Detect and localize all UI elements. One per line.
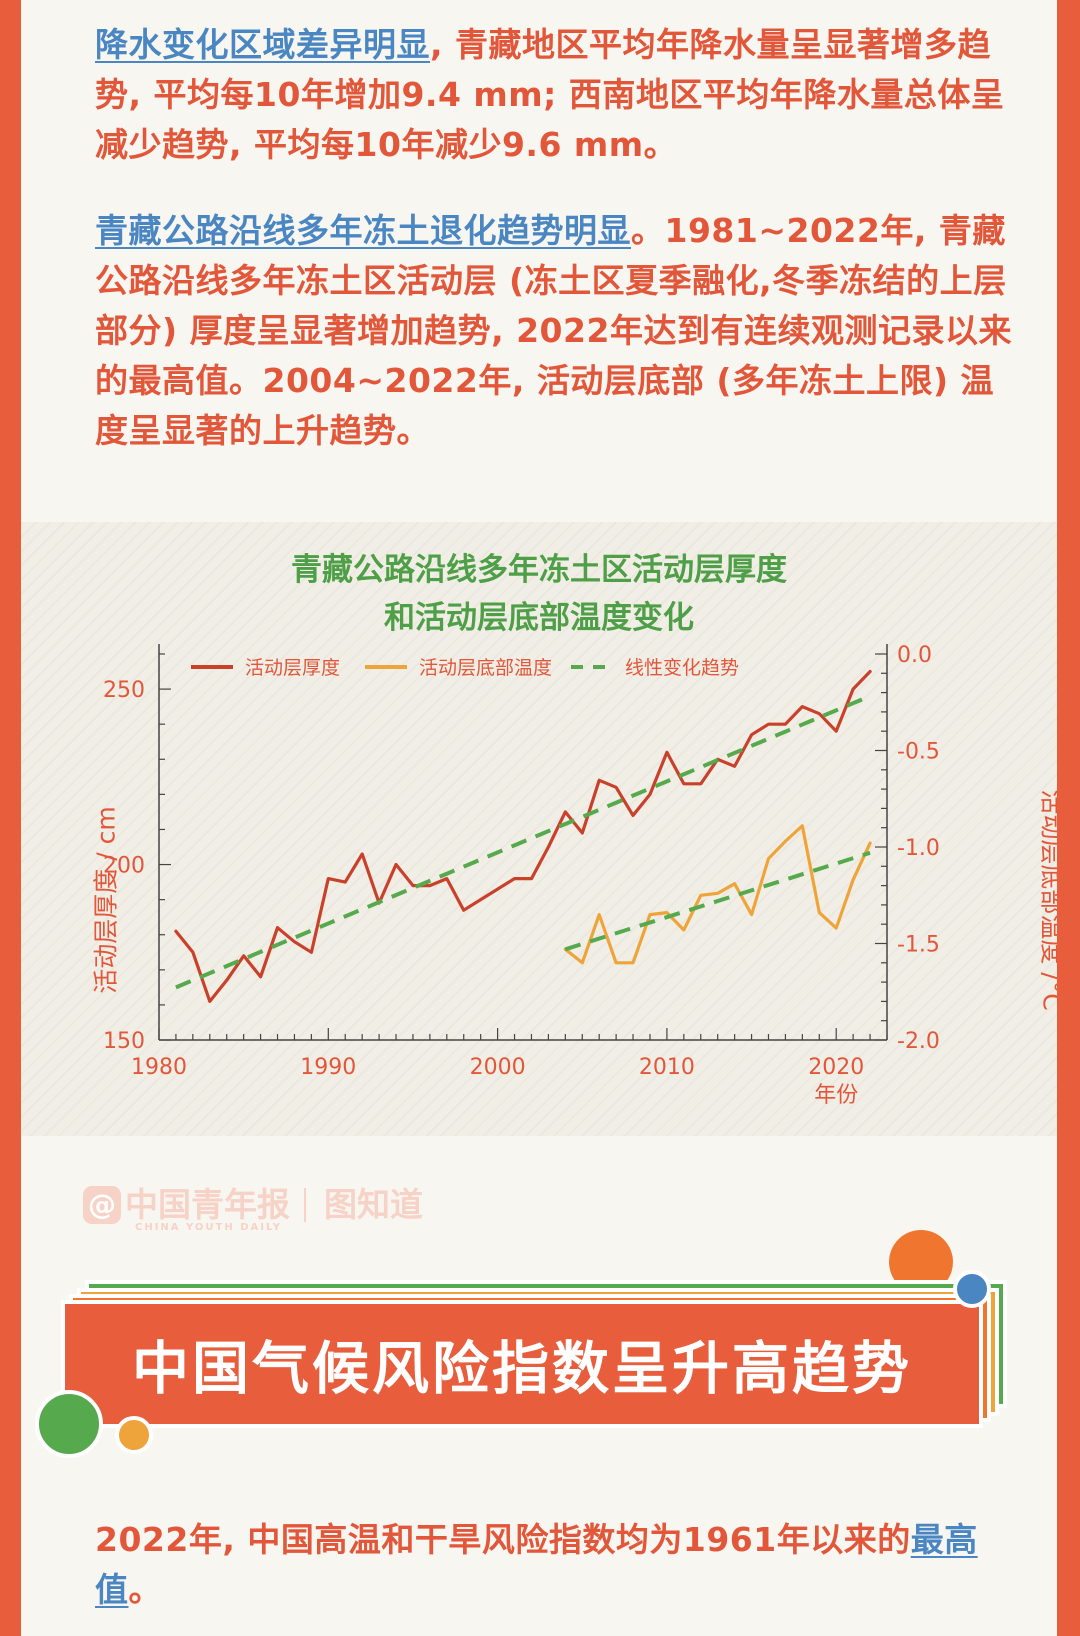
legend-label: 活动层厚度	[245, 657, 340, 679]
x-tick-label: 2000	[470, 1055, 526, 1080]
y-right-tick-label: -0.5	[897, 740, 940, 765]
y-left-tick-label: 200	[103, 854, 145, 879]
y-right-tick-label: -2.0	[897, 1029, 940, 1054]
decor-yellow-circle	[115, 1416, 153, 1454]
x-tick-label: 2020	[808, 1055, 864, 1080]
legend-label: 活动层底部温度	[419, 657, 552, 679]
trend-line	[564, 850, 871, 952]
banner-main: 中国气候风险指数呈升高趋势	[61, 1300, 983, 1428]
decor-green-circle	[35, 1390, 103, 1458]
section-banner: 中国气候风险指数呈升高趋势	[21, 1230, 1057, 1460]
y-left-tick-label: 250	[103, 678, 145, 703]
precipitation-text: , 青藏地区平均年降水量呈显著增多趋势, 平均每10年增加9.4 mm; 西南地…	[95, 25, 1005, 164]
infographic-page: 降水变化区域差异明显, 青藏地区平均年降水量呈显著增多趋势, 平均每10年增加9…	[21, 0, 1057, 1636]
trend-line	[175, 694, 871, 990]
line-chart: 1980 1990 2000 2010 2020 年份 150 200 250 0.0 -0.5 -1…	[103, 643, 940, 1108]
x-axis-label: 年份	[814, 1083, 858, 1108]
risk-index-tail: 。	[128, 1570, 162, 1609]
thickness-series-line	[174, 669, 872, 1003]
y-right-tick-label: -1.5	[897, 933, 940, 958]
chart-panel: 青藏公路沿线多年冻土区活动层厚度 和活动层底部温度变化 活动层厚度 / cm 活…	[21, 522, 1057, 1136]
x-tick-label: 2010	[639, 1055, 695, 1080]
logo-subtitle: CHINA YOUTH DAILY	[135, 1222, 283, 1233]
publisher-logo: @ 中国青年报 图知道 CHINA YOUTH DAILY	[83, 1186, 423, 1234]
risk-index-highlight: 最高值	[95, 1520, 978, 1609]
logo-brand: 图知道	[324, 1185, 423, 1224]
risk-index-paragraph: 2022年, 中国高温和干旱风险指数均为1961年以来的最高值。	[95, 1515, 1015, 1615]
logo-name: 中国青年报	[125, 1185, 290, 1224]
logo-divider	[304, 1188, 306, 1222]
precipitation-highlight: 降水变化区域差异明显	[95, 25, 430, 64]
x-tick-label: 1990	[300, 1055, 356, 1080]
y-right-tick-label: 0.0	[897, 643, 932, 668]
permafrost-highlight: 青藏公路沿线多年冻土退化趋势明显	[95, 211, 631, 250]
permafrost-text: 。1981~2022年, 青藏公路沿线多年冻土区活动层 (冻土区夏季融化,冬季冻…	[95, 211, 1012, 450]
decor-blue-circle	[953, 1270, 991, 1308]
permafrost-paragraph: 青藏公路沿线多年冻土退化趋势明显。1981~2022年, 青藏公路沿线多年冻土区…	[95, 206, 1015, 456]
y-left-tick-label: 150	[103, 1029, 145, 1054]
precipitation-paragraph: 降水变化区域差异明显, 青藏地区平均年降水量呈显著增多趋势, 平均每10年增加9…	[95, 20, 1015, 170]
temperature-series-line	[563, 824, 872, 965]
risk-index-text: 2022年, 中国高温和干旱风险指数均为1961年以来的	[95, 1520, 911, 1559]
at-icon: @	[83, 1186, 121, 1224]
chart-title-line1: 青藏公路沿线多年冻土区活动层厚度	[291, 552, 787, 588]
x-tick-label: 1980	[131, 1055, 187, 1080]
legend-label: 线性变化趋势	[625, 657, 739, 679]
chart-title-line2: 和活动层底部温度变化	[384, 600, 694, 636]
y-right-tick-label: -1.0	[897, 836, 940, 861]
banner-title: 中国气候风险指数呈升高趋势	[132, 1336, 912, 1402]
